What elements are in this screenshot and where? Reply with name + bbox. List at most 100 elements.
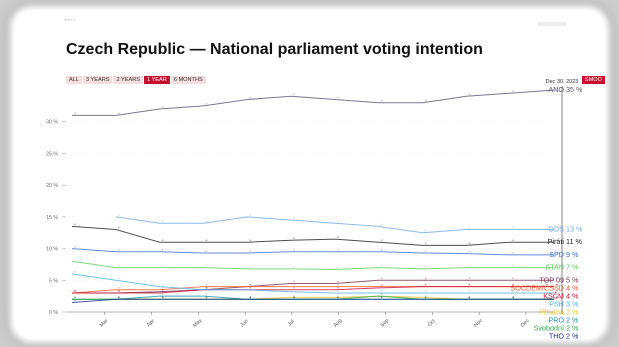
poll-point (468, 277, 471, 280)
series-line-top-09 (72, 279, 554, 294)
end-label-name: Přísaha (539, 307, 564, 316)
poll-point (293, 237, 295, 240)
line-chart: 0 % 5 % 10 % 15 % 20 % 25 % 30 % Mar Apr May Jun Ju… (46, 79, 583, 339)
y-tick-label: 20 % (46, 183, 58, 189)
end-label-name: Piráti (548, 237, 565, 246)
poll-point (205, 296, 208, 299)
poll-point (556, 87, 558, 89)
end-label-value: 4 % (566, 291, 579, 300)
date-cursor-label: Dec 30, 2023 (546, 79, 579, 85)
poll-point (205, 102, 208, 105)
page-title: Czech Republic — National parliament vot… (66, 41, 483, 58)
poll-point (512, 90, 515, 93)
end-label-value: 2 % (566, 323, 579, 332)
poll-point (249, 96, 252, 99)
poll-point (468, 283, 471, 286)
end-label-name: ANO (548, 85, 564, 94)
smooth-toggle[interactable]: SMOO (581, 76, 605, 84)
poll-point (293, 296, 295, 299)
poll-point (556, 296, 558, 299)
poll-point (249, 296, 252, 299)
x-tick-label: Mar (99, 318, 110, 329)
poll-point (293, 280, 295, 283)
poll-point (337, 220, 339, 223)
poll-point (337, 294, 339, 297)
poll-point (117, 290, 120, 292)
poll-point (512, 264, 515, 267)
poll-point (380, 223, 383, 226)
poll-point (205, 293, 208, 296)
poll-point (468, 296, 471, 299)
poll-point (424, 283, 427, 286)
poll-point (337, 296, 339, 299)
y-tick-label: 5 % (49, 278, 58, 284)
poll-point (468, 290, 471, 292)
end-label-name: SOCDEM/ČSSD (510, 283, 564, 292)
series-line-stan (71, 260, 554, 271)
top-right-control[interactable] (537, 22, 567, 26)
x-tick-label: Aug (333, 318, 344, 329)
poll-point (161, 296, 164, 299)
x-tick-label: Nov (473, 318, 484, 329)
y-tick-label: 10 % (46, 247, 58, 253)
x-tick-label: Apr (146, 318, 156, 328)
poll-point (249, 283, 252, 286)
poll-point (161, 239, 164, 242)
x-tick-label: Jun (239, 318, 249, 328)
poll-point (337, 290, 339, 292)
poll-point (424, 296, 427, 299)
poll-point (74, 290, 76, 292)
poll-point (424, 265, 427, 268)
poll-point (512, 296, 515, 299)
y-tick-label: 30 % (46, 120, 58, 126)
poll-point (117, 296, 120, 299)
poll-point (556, 264, 558, 267)
poll-point (205, 286, 208, 289)
poll-point (337, 286, 339, 289)
poll-point (205, 239, 208, 242)
tab-all[interactable]: ALL (66, 76, 82, 84)
end-label-value: 5 % (566, 275, 579, 284)
tab-3-years[interactable]: 3 YEARS (82, 76, 113, 84)
poll-point (161, 296, 164, 299)
end-label-name: ODS (548, 225, 564, 234)
series-line-ano (72, 89, 555, 116)
y-tick-label: 15 % (46, 215, 58, 221)
poll-point (424, 242, 427, 245)
poll-point (117, 226, 120, 229)
poll-point (424, 283, 427, 286)
poll-point (424, 229, 427, 232)
poll-point (512, 296, 515, 299)
poll-point (337, 296, 339, 299)
poll-point (512, 283, 515, 286)
poll-point (205, 286, 208, 289)
end-label-value: 11 % (566, 237, 582, 246)
top-nav-blur: •••• (64, 18, 77, 24)
poll-point (161, 220, 164, 223)
poll-point (337, 283, 339, 286)
end-label-name: STAN (545, 263, 564, 272)
poll-point (205, 250, 208, 252)
poll-point (468, 250, 471, 253)
poll-point (468, 283, 471, 286)
poll-point (161, 290, 164, 292)
tab-2-years[interactable]: 2 YEARS (113, 76, 144, 84)
poll-point (293, 217, 295, 219)
poll-point (337, 248, 339, 251)
poll-point (556, 296, 558, 299)
poll-point (74, 223, 76, 226)
series-line-psh (71, 273, 554, 294)
poll-point (74, 112, 76, 115)
y-tick-label: 0 % (49, 310, 58, 316)
end-label-name: PRO (548, 315, 564, 324)
tab-1-year[interactable]: 1 YEAR (144, 76, 170, 84)
x-tick-label: Oct (427, 318, 437, 328)
poll-point (556, 283, 558, 286)
end-label-name: THO (549, 331, 565, 339)
poll-point (205, 264, 208, 267)
tab-6-months[interactable]: 6 MONTHS (170, 76, 206, 84)
poll-point (293, 294, 295, 297)
poll-point (512, 290, 515, 292)
poll-point (424, 296, 427, 299)
poll-point (293, 286, 295, 289)
